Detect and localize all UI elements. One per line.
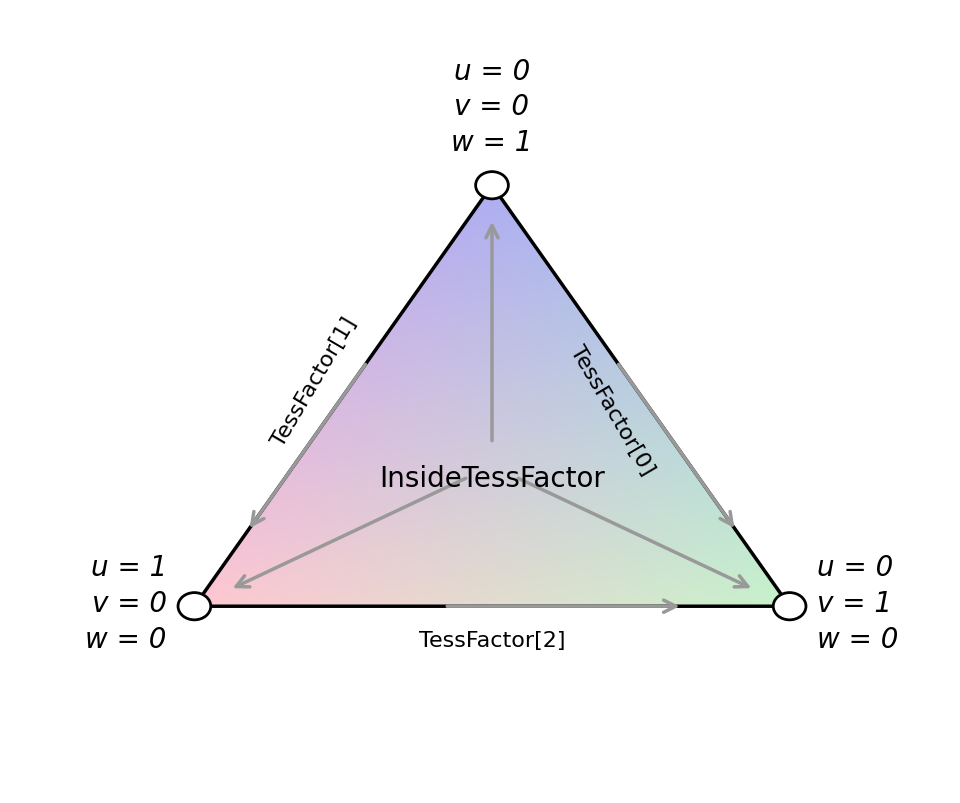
Circle shape — [475, 173, 509, 200]
Text: u = 1
v = 0
w = 0: u = 1 v = 0 w = 0 — [85, 554, 167, 653]
Text: InsideTessFactor: InsideTessFactor — [379, 465, 605, 493]
Text: TessFactor[0]: TessFactor[0] — [566, 342, 658, 479]
Text: u = 0
v = 0
w = 1: u = 0 v = 0 w = 1 — [451, 58, 533, 157]
Circle shape — [178, 593, 211, 620]
Circle shape — [773, 593, 806, 620]
Text: u = 0
v = 1
w = 0: u = 0 v = 1 w = 0 — [817, 554, 899, 653]
Text: TessFactor[1]: TessFactor[1] — [269, 314, 360, 450]
Text: TessFactor[2]: TessFactor[2] — [419, 630, 565, 650]
